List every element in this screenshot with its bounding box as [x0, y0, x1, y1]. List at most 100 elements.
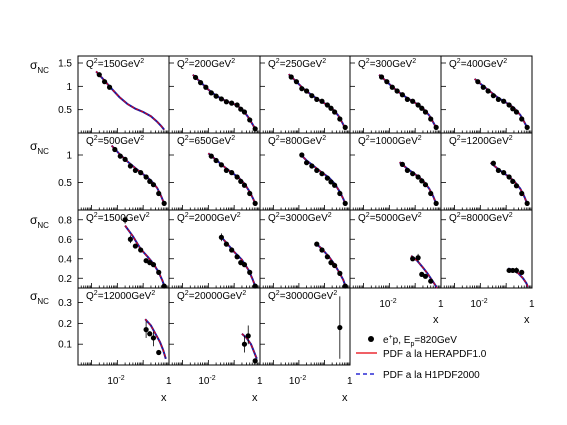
- data-point: [410, 256, 416, 262]
- data-point: [328, 260, 334, 266]
- data-point: [150, 182, 157, 188]
- q2-label: Q2=20000GeV2: [177, 290, 246, 302]
- data-point: [143, 174, 149, 180]
- q2-label: Q2=800GeV2: [268, 135, 326, 147]
- data-point: [156, 190, 162, 197]
- q2-label: Q2=500GeV2: [86, 135, 144, 147]
- y-tick-label: 0.8: [58, 215, 72, 226]
- q2-label: Q2=5000GeV2: [358, 212, 422, 224]
- data-point: [510, 106, 516, 112]
- data-point: [419, 178, 425, 184]
- y-tick-label: 0.2: [58, 274, 72, 285]
- y-tick-label: 0.1: [58, 340, 72, 351]
- data-point: [101, 79, 108, 85]
- q2-label: Q2=200GeV2: [177, 58, 235, 70]
- h1pdf-curve: [144, 318, 167, 359]
- data-point: [218, 162, 224, 168]
- y-tick-label: 0.5: [58, 178, 72, 189]
- data-point: [138, 247, 144, 253]
- panel: Q2=20000GeV2: [168, 287, 261, 366]
- panel: Q2=300GeV2: [349, 55, 442, 134]
- data-point: [410, 98, 416, 104]
- data-point: [218, 96, 224, 102]
- q2-label: Q2=1000GeV2: [358, 135, 422, 147]
- data-point: [510, 267, 516, 274]
- y-axis-label: σNC: [30, 289, 49, 306]
- data-point: [213, 93, 219, 99]
- x-axis-label: x: [252, 392, 258, 404]
- data-point: [147, 331, 153, 337]
- x-tick-label: 1: [257, 376, 263, 387]
- data-point: [252, 283, 258, 289]
- panel: 0.1 0.2 0.3 Q2=12000GeV2: [58, 287, 170, 366]
- x-axis-label: x: [161, 392, 167, 404]
- q2-label: Q2=150GeV2: [86, 58, 144, 70]
- data-point: [106, 84, 113, 90]
- legend-herapdf-label: PDF a la HERAPDF1.0: [383, 349, 487, 360]
- data-point: [332, 182, 338, 188]
- data-point: [394, 88, 400, 94]
- data-point: [314, 167, 320, 173]
- data-point: [328, 179, 334, 185]
- data-point: [203, 84, 209, 90]
- data-point: [234, 254, 240, 260]
- data-point: [150, 262, 157, 268]
- q2-label: Q2=2000GeV2: [177, 212, 241, 224]
- data-point: [238, 106, 244, 112]
- q2-label: Q2=12000GeV2: [86, 290, 155, 302]
- data-point: [506, 174, 512, 180]
- y-tick-label: 1: [66, 151, 72, 162]
- data-point: [247, 190, 253, 197]
- data-point: [213, 157, 219, 164]
- panel: 0.5 1 Q2=500GeV2: [58, 132, 170, 211]
- data-point: [223, 167, 229, 173]
- data-point: [506, 102, 512, 108]
- data-point: [490, 160, 496, 166]
- data-point: [337, 270, 343, 276]
- data-point: [324, 175, 330, 181]
- data-point: [229, 100, 235, 106]
- data-point: [127, 163, 133, 169]
- data-point: [309, 163, 315, 169]
- x-axis-label: x: [524, 314, 530, 326]
- data-point: [495, 167, 501, 173]
- data-point: [299, 152, 305, 158]
- x-axis-label: x: [433, 314, 439, 326]
- data-point: [223, 241, 229, 247]
- y-tick-label: 1: [66, 82, 72, 93]
- y-tick-label: 0.4: [58, 254, 72, 265]
- x-tick-label: 10-2: [198, 375, 215, 387]
- h1pdf-curve: [95, 71, 165, 131]
- data-point: [485, 88, 491, 94]
- h1pdf-curve: [207, 152, 257, 206]
- data-point: [513, 109, 520, 115]
- legend-data-label: e+p, Ep=820GeV: [383, 334, 457, 348]
- data-point: [428, 116, 434, 122]
- y-axis-label: σNC: [30, 58, 49, 75]
- data-point: [342, 124, 348, 130]
- data-point: [324, 254, 330, 260]
- data-point: [510, 178, 516, 184]
- q2-label: Q2=1500GeV2: [86, 212, 150, 224]
- data-point: [252, 358, 258, 364]
- panel: Q2=650GeV2: [168, 132, 261, 211]
- data-point: [241, 182, 248, 188]
- data-point: [241, 109, 248, 115]
- data-point: [132, 167, 138, 173]
- panel: Q2=5000GeV2: [349, 209, 442, 289]
- h1pdf-curve: [241, 333, 258, 359]
- panel-grid: 0.5 1 1.5 Q2=150GeV2 Q2=200GeV2 Q2=250GeV2 Q2=…: [30, 55, 535, 404]
- data-point: [513, 183, 520, 189]
- panel: Q2=1200GeV2: [440, 132, 533, 211]
- x-tick-label: 1: [166, 376, 172, 387]
- data-point: [247, 117, 253, 123]
- data-point: [293, 79, 300, 85]
- y-axis-label: σNC: [30, 213, 49, 230]
- panel: Q2=30000GeV2: [259, 287, 351, 366]
- data-point: [399, 92, 405, 98]
- data-point: [197, 80, 204, 86]
- x-tick-label: 10-2: [289, 375, 306, 387]
- panel: Q2=400GeV2: [440, 55, 533, 134]
- q2-label: Q2=400GeV2: [449, 58, 507, 70]
